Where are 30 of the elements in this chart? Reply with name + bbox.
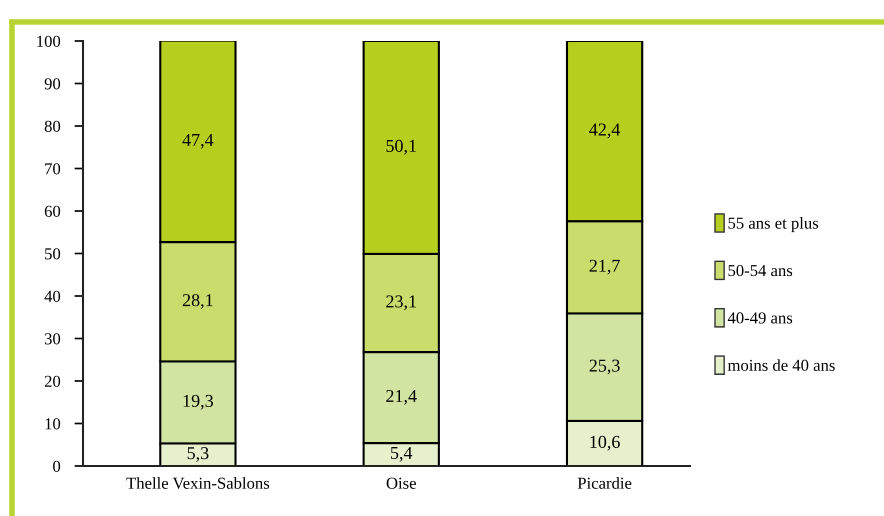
legend-label: 40-49 ans — [728, 312, 792, 324]
y-tick-label: 80 — [44, 120, 60, 132]
y-tick-label: 50 — [45, 248, 60, 260]
data-label: 19,3 — [184, 394, 213, 410]
x-tick-label: Picardie — [578, 477, 632, 489]
y-tick-label: 20 — [44, 376, 60, 387]
y-tick-label: 10 — [46, 418, 60, 430]
legend-label: 55 ans et plus — [728, 217, 818, 232]
y-tick-label: 0 — [53, 460, 60, 472]
y-tick-label: 70 — [45, 163, 60, 174]
data-label: 25,3 — [590, 360, 620, 374]
data-label: 21,7 — [590, 260, 620, 274]
x-tick-label: Thelle Vexin-Sablons — [126, 477, 270, 489]
data-label: 50,1 — [386, 140, 416, 155]
data-label: 5,3 — [188, 447, 208, 462]
data-label: 21,4 — [386, 390, 417, 405]
y-tick-label: 60 — [44, 206, 60, 217]
y-tick-label: 40 — [44, 290, 60, 302]
legend-label: 50-54 ans — [728, 264, 792, 276]
data-label: 28,1 — [182, 294, 213, 309]
data-label: 10,6 — [590, 436, 620, 451]
legend-label: moins de 40 ans — [728, 359, 835, 371]
data-label: 47,4 — [182, 134, 214, 149]
y-tick-label: 30 — [44, 333, 60, 344]
data-label: 23,1 — [386, 295, 416, 310]
y-tick-label: 90 — [44, 78, 60, 90]
data-label: 5,4 — [391, 446, 412, 462]
x-tick-label: Oise — [386, 478, 416, 489]
y-tick-label: 100 — [37, 36, 60, 47]
data-label: 42,4 — [589, 123, 620, 138]
